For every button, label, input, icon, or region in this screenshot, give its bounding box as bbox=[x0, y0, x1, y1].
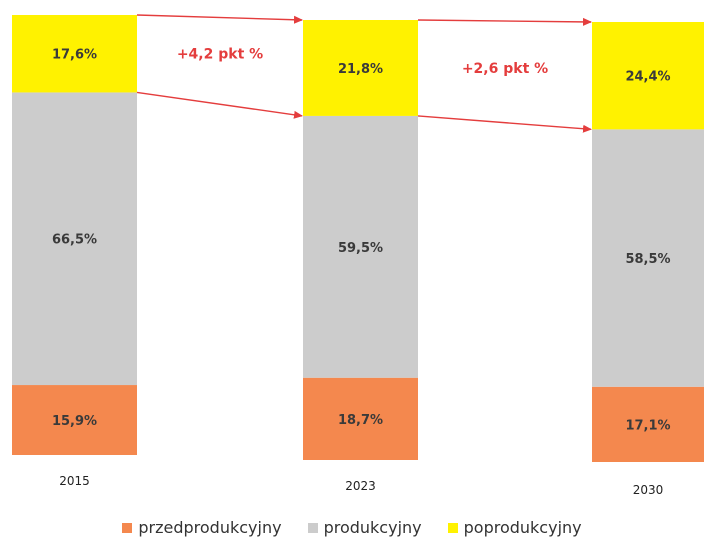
legend-swatch-icon bbox=[307, 522, 318, 533]
data-label-poprodukcyjny-2030: 24,4% bbox=[625, 70, 670, 85]
bar-segment-poprodukcyjny-2015 bbox=[12, 15, 137, 93]
data-label-przedprodukcyjny-2030: 17,1% bbox=[625, 418, 670, 433]
data-label-produkcyjny-2015: 66,5% bbox=[52, 233, 97, 248]
bar-segment-produkcyjny-2030 bbox=[592, 129, 704, 387]
arrow-boundary-2023-2030 bbox=[417, 115, 592, 133]
category-label-2030: 2030 bbox=[633, 483, 664, 497]
annotation-label-2015-2023: +4,2 pkt % bbox=[177, 47, 263, 63]
data-label-produkcyjny-2030: 58,5% bbox=[625, 252, 670, 267]
bar-segment-poprodukcyjny-2023 bbox=[303, 20, 418, 116]
bar-segment-przedprodukcyjny-2023 bbox=[303, 377, 418, 460]
bar-segment-produkcyjny-2023 bbox=[303, 115, 418, 378]
legend-item-produkcyjny: produkcyjny bbox=[307, 518, 422, 537]
legend-label: przedprodukcyjny bbox=[138, 518, 282, 537]
data-label-przedprodukcyjny-2023: 18,7% bbox=[338, 413, 383, 428]
data-label-poprodukcyjny-2023: 21,8% bbox=[338, 62, 383, 77]
bar-segment-przedprodukcyjny-2015 bbox=[12, 385, 137, 455]
category-label-2015: 2015 bbox=[59, 474, 90, 488]
data-label-poprodukcyjny-2015: 17,6% bbox=[52, 48, 97, 63]
category-label-2023: 2023 bbox=[345, 479, 376, 493]
arrow-top-2015-2023 bbox=[136, 14, 303, 24]
legend: przedprodukcyjny produkcyjny poprodukcyj… bbox=[0, 518, 704, 537]
legend-item-przedprodukcyjny: przedprodukcyjny bbox=[122, 518, 282, 537]
bar-segment-przedprodukcyjny-2030 bbox=[592, 386, 704, 462]
annotation-label-2023-2030: +2,6 pkt % bbox=[462, 61, 548, 77]
bar-segment-produkcyjny-2015 bbox=[12, 92, 137, 386]
legend-swatch-icon bbox=[447, 522, 458, 533]
data-label-przedprodukcyjny-2015: 15,9% bbox=[52, 414, 97, 429]
legend-label: poprodukcyjny bbox=[463, 518, 582, 537]
data-label-produkcyjny-2023: 59,5% bbox=[338, 241, 383, 256]
bar-segment-poprodukcyjny-2030 bbox=[592, 22, 704, 130]
legend-item-poprodukcyjny: poprodukcyjny bbox=[447, 518, 582, 537]
arrow-top-2023-2030 bbox=[417, 17, 592, 26]
arrow-boundary-2015-2023 bbox=[136, 91, 303, 119]
legend-label: produkcyjny bbox=[323, 518, 422, 537]
legend-swatch-icon bbox=[122, 522, 133, 533]
